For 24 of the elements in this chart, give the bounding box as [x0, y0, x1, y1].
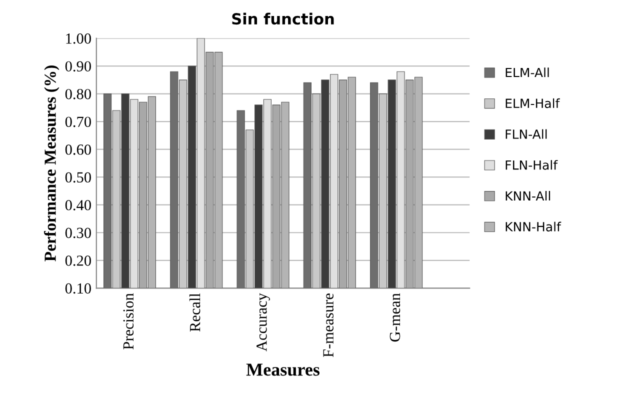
legend-label: ELM-Half [506, 98, 560, 108]
x-tick-label: Precision [123, 293, 134, 350]
x-axis-title: Measures [246, 364, 320, 376]
y-tick-label: 0.60 [65, 144, 91, 155]
x-tick-label: Recall [189, 293, 200, 332]
x-tick-label: G-mean [390, 293, 400, 342]
y-tick-label: 0.10 [65, 283, 91, 294]
legend-label: KNN-Half [506, 222, 562, 232]
legend-label: FLN-All [506, 129, 547, 139]
legend-label: ELM-All [506, 68, 549, 78]
y-axis-title: Performance Measures (%) [44, 66, 60, 262]
y-tick-label: 0.90 [65, 61, 91, 72]
y-tick-label: 1.00 [66, 33, 91, 44]
y-tick-label: 0.20 [65, 256, 91, 266]
y-tick-label: 0.50 [65, 172, 91, 183]
y-tick-label: 0.30 [65, 228, 91, 238]
legend-label: KNN-All [506, 190, 550, 200]
legend-label: FLN-Half [506, 160, 558, 170]
y-tick-label: 0.80 [65, 88, 91, 100]
y-tick-label: 0.40 [65, 200, 91, 210]
x-tick-label: F-measure [323, 294, 334, 358]
chart-title: Sin function [232, 12, 334, 25]
x-tick-label: Accuracy [256, 293, 270, 352]
y-tick-label: 0.70 [65, 116, 91, 128]
